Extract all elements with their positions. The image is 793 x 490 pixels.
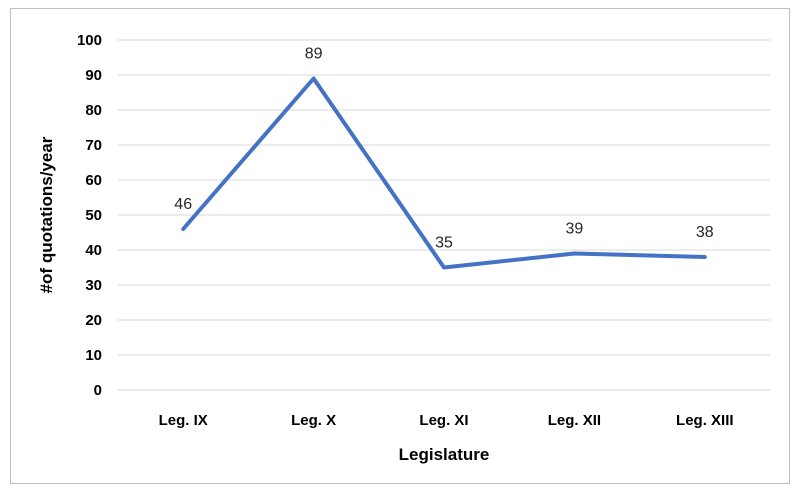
x-tick-label: Leg. XI xyxy=(419,412,468,429)
data-labels: 46 89 35 39 38 xyxy=(174,46,713,252)
y-tick-label: 40 xyxy=(85,242,102,259)
series-layer xyxy=(181,76,707,270)
y-tick-labels: 0 10 20 30 40 50 60 70 80 90 100 xyxy=(77,32,102,399)
y-tick-label: 50 xyxy=(85,207,102,224)
x-tick-label: Leg. X xyxy=(291,412,336,429)
data-label: 39 xyxy=(566,221,584,238)
data-label: 46 xyxy=(174,196,192,213)
x-tick-labels: Leg. IX Leg. X Leg. XI Leg. XII Leg. XIII xyxy=(159,412,734,429)
y-axis-title: #of quotations/year xyxy=(37,136,56,293)
x-tick-label: Leg. XII xyxy=(548,412,601,429)
y-tick-label: 90 xyxy=(85,67,102,84)
chart-frame xyxy=(10,8,790,484)
x-axis-title: Legislature xyxy=(399,445,490,464)
data-label: 38 xyxy=(696,224,714,241)
y-tick-label: 70 xyxy=(85,137,102,154)
y-tick-label: 10 xyxy=(85,347,102,364)
y-tick-label: 100 xyxy=(77,32,102,49)
data-label: 89 xyxy=(305,46,323,63)
x-tick-label: Leg. IX xyxy=(159,412,208,429)
y-tick-label: 30 xyxy=(85,277,102,294)
x-tick-label: Leg. XIII xyxy=(676,412,734,429)
y-tick-label: 60 xyxy=(85,172,102,189)
grid-layer xyxy=(118,39,770,391)
y-tick-label: 80 xyxy=(85,102,102,119)
y-tick-label: 20 xyxy=(85,312,102,329)
data-label: 35 xyxy=(435,235,453,252)
y-tick-label: 0 xyxy=(94,382,102,399)
